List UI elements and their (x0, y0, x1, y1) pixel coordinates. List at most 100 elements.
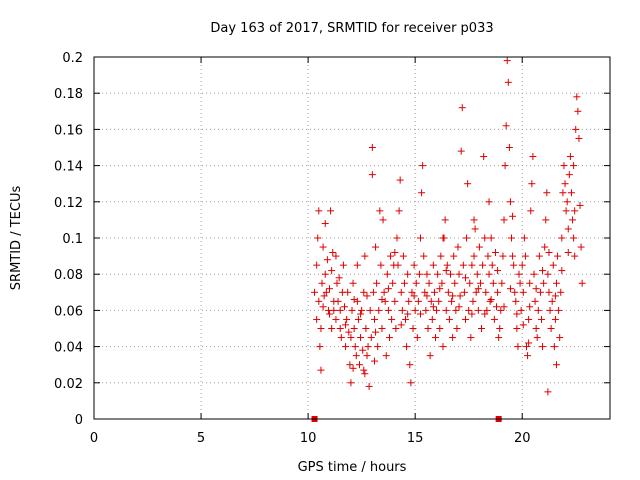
data-point (463, 234, 471, 242)
data-point (451, 279, 459, 287)
data-point (319, 303, 327, 311)
data-points (311, 57, 586, 422)
data-point (404, 310, 412, 318)
data-point (453, 325, 461, 332)
data-point (410, 292, 418, 300)
data-point (524, 352, 532, 360)
data-point (354, 315, 362, 323)
data-point (558, 234, 566, 242)
data-point (363, 292, 371, 300)
data-point (469, 297, 477, 305)
data-point (361, 252, 369, 260)
x-axis-label: GPS time / hours (298, 460, 407, 475)
data-point (481, 310, 489, 318)
data-point (479, 261, 487, 269)
data-point (317, 366, 325, 374)
data-point (449, 292, 457, 300)
data-point (556, 334, 564, 342)
data-point (317, 325, 325, 332)
y-tick-label: 0.18 (54, 87, 83, 102)
data-point (357, 334, 365, 342)
data-point (323, 256, 331, 264)
x-tick-label: 5 (197, 431, 205, 446)
data-point (399, 252, 407, 260)
data-point (368, 171, 376, 179)
data-point (551, 292, 559, 300)
data-point (366, 306, 374, 314)
data-point (313, 315, 321, 323)
data-point (417, 310, 425, 318)
data-point (543, 189, 551, 197)
data-point (504, 78, 512, 86)
data-point (552, 279, 560, 287)
data-point (570, 162, 578, 170)
data-point (352, 352, 360, 360)
data-point (527, 207, 535, 215)
data-point (391, 297, 399, 305)
y-tick-label: 0.1 (62, 232, 83, 247)
data-point (576, 201, 584, 209)
data-point (398, 306, 406, 314)
data-point (561, 180, 569, 188)
data-point (528, 180, 536, 188)
x-tick-label: 10 (300, 431, 317, 446)
data-point (544, 270, 552, 278)
data-point (378, 325, 386, 332)
data-point (452, 306, 460, 314)
data-point (449, 334, 457, 342)
data-point (571, 207, 579, 215)
data-point (432, 334, 440, 342)
data-point (348, 306, 356, 314)
data-point (483, 306, 491, 314)
data-point (526, 279, 534, 287)
data-point (554, 252, 562, 260)
data-point (482, 288, 490, 296)
data-point (439, 234, 447, 242)
data-point (464, 180, 472, 188)
data-point (321, 270, 329, 278)
data-point (423, 292, 431, 300)
data-point (565, 171, 573, 179)
data-point (446, 270, 454, 278)
data-point (552, 361, 560, 369)
data-point (474, 285, 482, 293)
data-point (495, 334, 503, 342)
data-point (542, 216, 550, 224)
data-point (370, 357, 378, 365)
data-point (353, 261, 361, 269)
data-point (441, 216, 449, 224)
data-point (318, 279, 326, 287)
data-point (355, 361, 363, 369)
data-point (573, 93, 581, 101)
data-point (413, 334, 421, 342)
data-point (347, 379, 355, 387)
data-point (434, 270, 442, 278)
y-tick-label: 0.12 (54, 196, 83, 211)
data-point (487, 296, 495, 304)
data-point (457, 147, 465, 155)
data-point (422, 306, 430, 314)
data-point (496, 325, 504, 332)
y-tick-label: 0.08 (54, 268, 83, 283)
data-point (509, 252, 517, 260)
data-point (418, 189, 426, 197)
data-point (578, 279, 586, 287)
data-point (550, 343, 558, 351)
data-point (429, 261, 437, 269)
data-point (345, 328, 353, 336)
data-point (437, 252, 445, 260)
data-point (344, 288, 352, 296)
data-point (490, 315, 498, 323)
data-point (433, 306, 441, 314)
data-point (406, 361, 414, 369)
data-point (427, 297, 435, 305)
data-point (378, 296, 386, 304)
data-point (506, 285, 514, 293)
data-point (566, 153, 574, 161)
data-point (436, 285, 444, 293)
data-point (545, 288, 553, 296)
data-point (442, 267, 450, 275)
data-point (544, 388, 552, 396)
y-tick-label: 0.16 (54, 123, 83, 138)
data-point (351, 343, 359, 351)
